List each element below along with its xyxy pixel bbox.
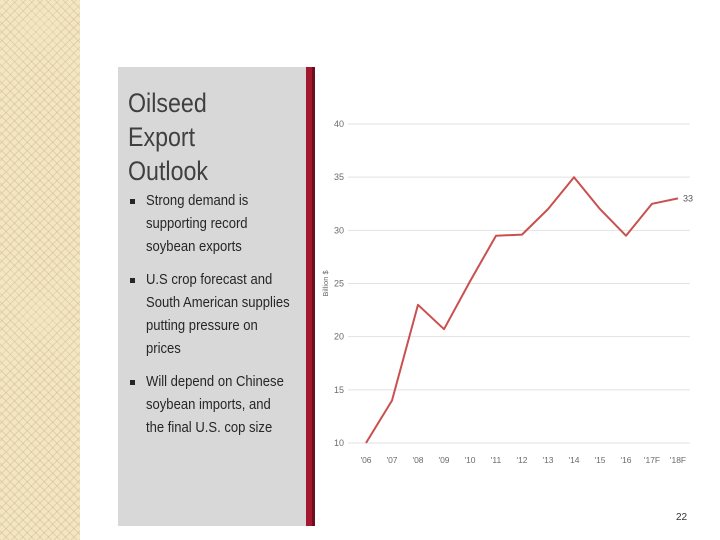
bullet-item: Will depend on Chinese soybean imports, … <box>128 371 304 440</box>
bullet-line: prices <box>146 341 181 357</box>
x-tick-label: '18F <box>670 455 686 465</box>
x-tick-label: '08 <box>412 455 423 465</box>
bullet-line: the final U.S. cop size <box>146 420 273 436</box>
text-panel <box>118 67 306 526</box>
x-tick-label: '17F <box>644 455 660 465</box>
decorative-pattern-strip <box>0 0 80 540</box>
bullet-text: Will depend on Chinese soybean imports, … <box>146 371 306 440</box>
bullet-line: soybean imports, and <box>146 397 271 413</box>
page-number: 22 <box>676 512 688 523</box>
bullet-line: U.S crop forecast and <box>146 272 273 288</box>
bullet-line: soybean exports <box>146 239 242 255</box>
x-tick-label: '11 <box>491 455 502 465</box>
y-tick-label: 20 <box>334 332 344 342</box>
bullet-text: Strong demand is supporting record soybe… <box>146 190 306 259</box>
bullet-line: supporting record <box>146 216 248 232</box>
y-tick-label: 10 <box>334 438 344 448</box>
end-value-label: 33 <box>683 193 693 203</box>
x-tick-label: '16 <box>620 455 631 465</box>
slide-title-line: Oilseed Export <box>128 88 207 152</box>
bullet-line: Strong demand is <box>146 193 249 209</box>
x-tick-label: '10 <box>464 455 475 465</box>
y-tick-label: 40 <box>334 119 344 129</box>
bullet-line: Will depend on Chinese <box>146 374 284 390</box>
x-tick-label: '13 <box>542 455 553 465</box>
accent-divider <box>306 67 315 526</box>
y-tick-label: 30 <box>334 225 344 235</box>
x-tick-label: '07 <box>386 455 397 465</box>
x-tick-label: '12 <box>516 455 527 465</box>
bullet-line: putting pressure on <box>146 318 258 334</box>
y-tick-label: 35 <box>334 172 344 182</box>
bullet-list: Strong demand is supporting record soybe… <box>128 190 304 450</box>
bullet-text: U.S crop forecast and South American sup… <box>146 269 306 361</box>
bullet-item: U.S crop forecast and South American sup… <box>128 269 304 361</box>
bullet-line: South American supplies <box>146 295 290 311</box>
x-tick-label: '14 <box>568 455 579 465</box>
y-tick-label: 15 <box>334 385 344 395</box>
slide-title: Oilseed Export Outlook <box>128 86 274 188</box>
x-tick-label: '09 <box>438 455 449 465</box>
series-line <box>365 176 679 444</box>
bullet-item: Strong demand is supporting record soybe… <box>128 190 304 259</box>
accent-divider-shadow <box>312 67 315 526</box>
y-axis-label: Billion $ <box>321 270 330 297</box>
slide-title-line: Outlook <box>128 156 209 186</box>
y-tick-label: 25 <box>334 279 344 289</box>
export-line-chart: 10 15 20 25 30 35 40 Billion $ '06 '07 '08 '09 '10 '1… <box>321 119 693 465</box>
x-tick-label: '06 <box>360 455 371 465</box>
x-tick-label: '15 <box>594 455 605 465</box>
